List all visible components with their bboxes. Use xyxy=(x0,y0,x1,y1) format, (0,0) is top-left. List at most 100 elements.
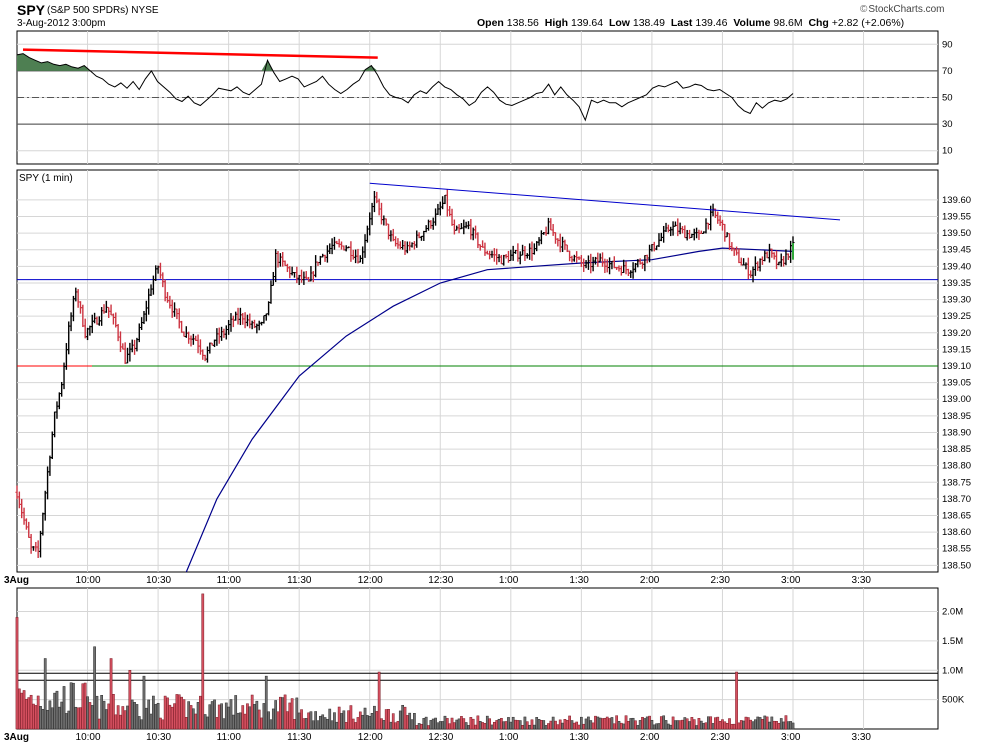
volume-bar xyxy=(224,702,228,730)
volume-bar xyxy=(144,707,148,730)
volume-x-tick-label: 10:30 xyxy=(146,732,171,743)
volume-bar xyxy=(549,720,553,730)
volume-bar xyxy=(674,720,677,730)
volume-bar xyxy=(415,725,419,730)
volume-bar xyxy=(133,702,136,730)
price-x-tick-label: 2:30 xyxy=(710,575,730,586)
volume-bar xyxy=(493,721,496,730)
volume-bar xyxy=(384,709,388,730)
volume-bar xyxy=(692,719,696,730)
volume-bar xyxy=(300,709,303,730)
volume-bar xyxy=(95,695,99,730)
volume-bar xyxy=(596,716,600,730)
volume-bar xyxy=(323,717,327,730)
volume-bar xyxy=(81,683,85,730)
volume-bar xyxy=(535,717,539,730)
volume-bar xyxy=(735,671,738,730)
volume-bar xyxy=(667,723,670,730)
volume-bar xyxy=(177,694,181,730)
volume-bar xyxy=(678,720,682,730)
volume-bar xyxy=(156,702,160,730)
price-panel: 139.60 139.55 139.50 139.45 139.40 139.35 139.… xyxy=(15,169,971,573)
volume-bar xyxy=(276,711,280,730)
volume-bar xyxy=(340,713,343,730)
volume-bar xyxy=(217,704,221,730)
volume-bar xyxy=(775,721,778,730)
volume-bar xyxy=(624,715,628,730)
volume-bar xyxy=(631,717,635,730)
volume-bar xyxy=(215,717,219,730)
price-x-tick-label: 10:00 xyxy=(76,575,101,586)
volume-bar xyxy=(650,719,654,730)
price-y-tick-label: 138.65 xyxy=(942,511,971,522)
price-y-tick-label: 139.55 xyxy=(942,212,971,223)
oscillator-line xyxy=(16,53,794,122)
price-x-tick-label: 3Aug xyxy=(4,575,29,586)
volume-bar xyxy=(460,716,463,730)
volume-bar xyxy=(575,721,579,730)
volume-bar xyxy=(304,718,308,730)
volume-bar xyxy=(62,686,66,730)
volume-bar xyxy=(784,715,788,730)
volume-bar xyxy=(370,713,374,730)
volume-bar xyxy=(655,723,658,730)
oscillator-y-tick-label: 50 xyxy=(942,93,953,104)
price-y-tick-label: 138.55 xyxy=(942,544,971,555)
volume-bar xyxy=(373,705,376,730)
volume-bar xyxy=(330,720,334,730)
volume-bar xyxy=(27,697,31,730)
stockcharts-logo: ©StockCharts.com xyxy=(860,4,945,15)
volume-bar xyxy=(283,694,287,730)
volume-bar xyxy=(25,698,28,730)
volume-y-tick-label: 2.0M xyxy=(942,607,963,618)
volume-bar xyxy=(648,715,651,730)
volume-bar xyxy=(182,699,186,730)
volume-bar xyxy=(189,705,193,730)
volume-bar xyxy=(521,725,524,730)
volume-bar xyxy=(565,720,569,730)
volume-bar xyxy=(119,714,122,730)
volume-bar xyxy=(396,721,400,730)
volume-bar xyxy=(210,701,214,730)
volume-bar xyxy=(427,725,430,730)
price-bars xyxy=(15,189,795,558)
volume-bar xyxy=(389,721,393,730)
volume-bar xyxy=(347,710,350,730)
volume-bar xyxy=(161,719,165,730)
price-y-tick-label: 138.50 xyxy=(942,560,971,571)
volume-bar xyxy=(406,715,409,730)
volume-bar xyxy=(683,717,687,730)
volume-bar xyxy=(509,721,513,730)
price-y-tick-label: 139.50 xyxy=(942,228,971,239)
volume-bar xyxy=(662,715,666,730)
volume-bar xyxy=(652,724,656,730)
volume-bar xyxy=(721,719,724,730)
volume-bar xyxy=(589,720,593,730)
volume-bar xyxy=(634,720,637,730)
volume-bar xyxy=(358,711,362,730)
volume-panel: 2.0M 1.5M 1.0M 500K xyxy=(15,587,965,730)
volume-bar xyxy=(147,699,151,730)
price-x-tick-label: 12:30 xyxy=(428,575,453,586)
volume-bar xyxy=(476,715,480,730)
volume-bar xyxy=(763,715,767,730)
volume-bar xyxy=(69,682,73,730)
volume-bar xyxy=(100,695,104,730)
volume-bar xyxy=(770,716,774,730)
volume-bar xyxy=(685,718,689,730)
volume-bar xyxy=(530,719,534,730)
volume-bar xyxy=(50,707,54,730)
volume-bar xyxy=(152,695,155,730)
symbol-name: (S&P 500 SPDRs) xyxy=(47,5,129,16)
volume-bar xyxy=(267,711,270,730)
price-y-tick-label: 138.70 xyxy=(942,494,971,505)
volume-bar xyxy=(485,715,489,730)
volume-bar xyxy=(490,724,494,730)
volume-bar xyxy=(159,717,162,730)
volume-bar xyxy=(15,617,19,730)
volume-bar xyxy=(772,720,776,730)
volume-bar xyxy=(789,721,792,730)
volume-bar xyxy=(537,719,541,730)
volume-bar xyxy=(749,719,753,730)
volume-bar xyxy=(321,714,325,730)
